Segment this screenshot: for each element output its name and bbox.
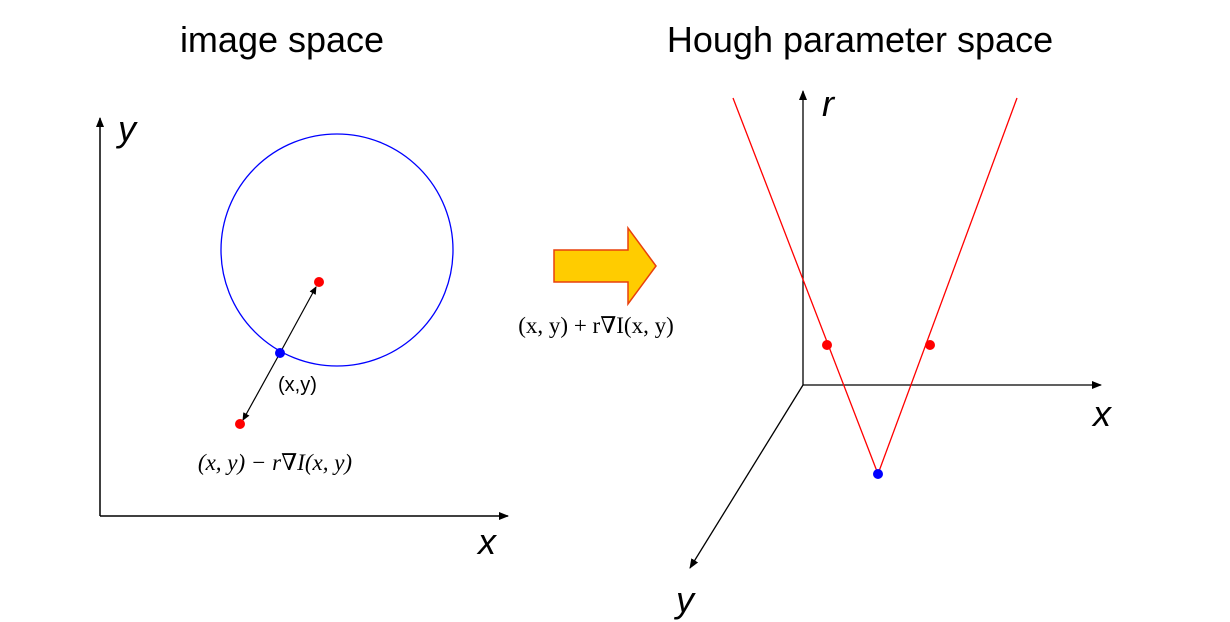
center-point-outer xyxy=(235,419,245,429)
image-space-panel: image space y x (x,y) (x, y) − r∇I(x, y) xyxy=(96,19,509,562)
cone-apex-point xyxy=(873,469,883,479)
subtract-gradient-formula: (x, y) − r∇I(x, y) xyxy=(198,450,352,475)
transform-arrow-icon xyxy=(553,225,657,307)
cone-line-left xyxy=(732,97,879,475)
image-space-title: image space xyxy=(180,19,384,60)
gradient-arrow-inward xyxy=(279,286,317,354)
cone-line-right xyxy=(877,97,1018,475)
vote-point-left xyxy=(822,340,832,350)
add-gradient-formula: (x, y) + r∇I(x, y) xyxy=(518,313,674,338)
edge-point-label: (x,y) xyxy=(278,374,317,396)
hough-space-title: Hough parameter space xyxy=(667,19,1053,60)
image-y-axis-label: y xyxy=(115,108,138,149)
hough-x-axis-label: x xyxy=(1091,393,1113,434)
hough-r-axis-label: r xyxy=(822,83,836,124)
hough-space-panel: Hough parameter space r x y xyxy=(667,19,1113,620)
hough-y-axis xyxy=(689,384,804,569)
edge-circle xyxy=(220,133,454,367)
gradient-arrow-outward xyxy=(242,352,281,421)
transform-arrow-group: (x, y) + r∇I(x, y) xyxy=(518,225,674,338)
vote-point-right xyxy=(925,340,935,350)
edge-point xyxy=(275,348,285,358)
center-point-inner xyxy=(314,277,324,287)
image-x-axis-label: x xyxy=(476,521,498,562)
hough-y-axis-label: y xyxy=(673,579,696,620)
